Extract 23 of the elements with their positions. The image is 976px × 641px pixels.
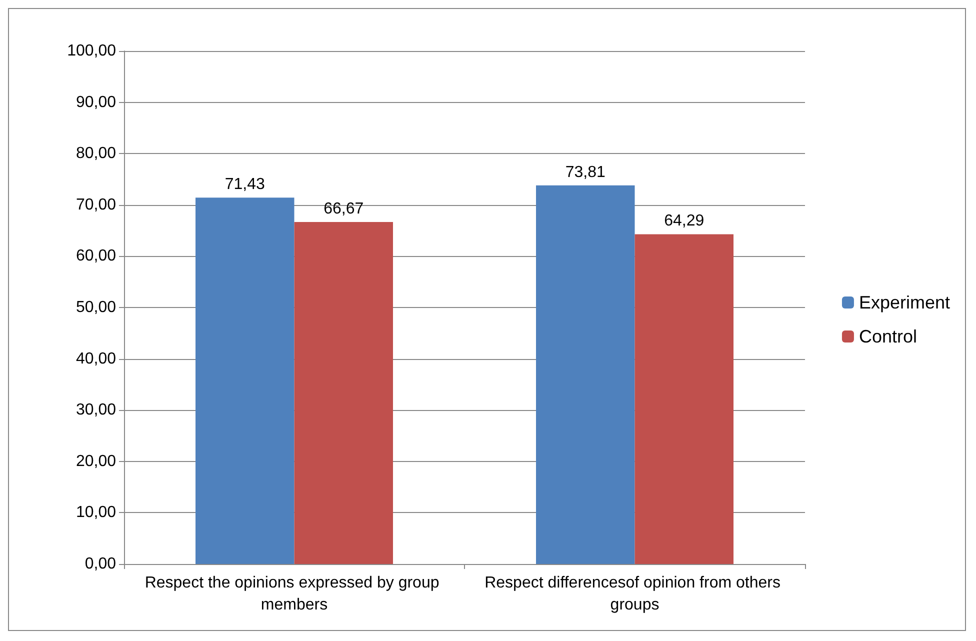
y-tick-label: 60,00 [76,248,116,265]
data-label: 64,29 [664,212,704,230]
y-tick-label: 40,00 [76,350,116,368]
y-tick-label: 50,00 [76,299,116,316]
y-tick-label: 80,00 [76,145,116,162]
bar [536,185,635,564]
legend-label: Control [858,326,917,346]
x-tick-label: Respect differencesof opinion from others groups [484,574,785,614]
legend-label: Experiment [858,292,950,312]
bar [196,198,294,564]
y-tick-label: 0,00 [84,556,116,572]
y-tick-label: 10,00 [76,504,116,522]
y-tick-label: 100,00 [67,42,116,60]
x-tick-label: Respect the opinions expressed by group members [144,574,444,614]
data-label: 66,67 [324,200,364,218]
y-tick-label: 90,00 [76,94,116,111]
y-tick-label: 70,00 [76,196,116,214]
data-label: 73,81 [565,164,606,181]
bar [294,222,393,564]
y-tick-label: 30,00 [76,402,116,419]
bar [634,234,734,564]
data-label: 71,43 [224,176,265,194]
y-tick-label: 20,00 [76,452,116,470]
